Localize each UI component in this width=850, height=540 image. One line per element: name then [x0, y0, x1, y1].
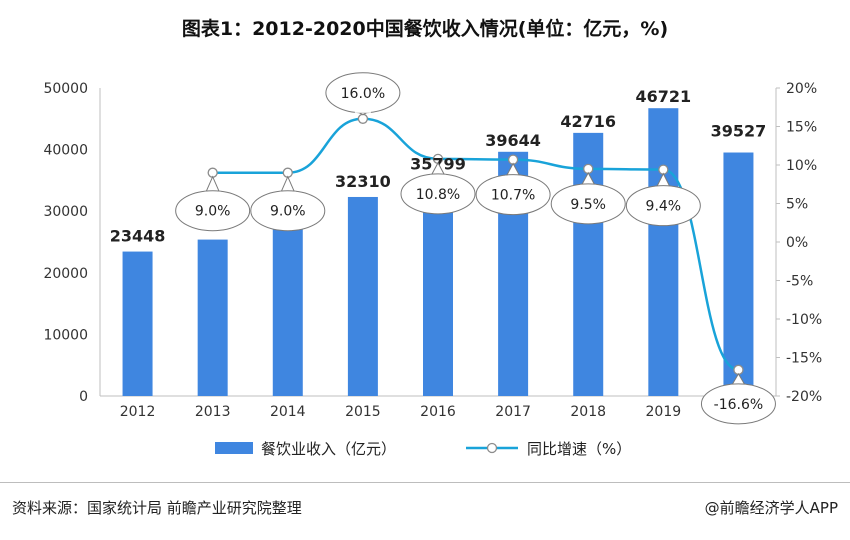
y-left-tick-label: 10000 [43, 327, 88, 343]
legend-bar-swatch [215, 442, 253, 454]
x-tick-label: 2012 [120, 404, 156, 420]
callout-joint [354, 108, 371, 113]
callout-tail [430, 161, 446, 177]
bar-value-label: 32310 [335, 172, 391, 191]
callout-bubble [250, 190, 326, 232]
callout-joint [730, 384, 747, 389]
bar-value-label: 23448 [110, 227, 166, 246]
chart: 0 10000 20000 30000 40000 50000 -20% -15% -10% -5… [43, 72, 822, 458]
growth-value-label: 9.5% [570, 197, 606, 213]
brand-credit: @前瞻经济学人APP [704, 499, 838, 517]
growth-line-path [212, 117, 739, 372]
bar-value-label: 42716 [560, 112, 616, 131]
growth-value-label: -16.6% [714, 397, 764, 413]
y-right-tick-label: -15% [786, 351, 822, 367]
callout-joint [430, 174, 446, 179]
growth-callout: 10.7% [475, 162, 551, 216]
chart-title: 图表1：2012-2020中国餐饮收入情况(单位：亿元，%) [181, 18, 669, 40]
x-tick-label: 2019 [646, 404, 682, 420]
callout-tail [280, 175, 296, 193]
y-right-tick-label: 15% [786, 120, 817, 136]
growth-value-label: 9.0% [270, 204, 306, 220]
axes: 0 10000 20000 30000 40000 50000 -20% -15% -10% -5… [43, 81, 822, 420]
growth-callout: 16.0% [325, 72, 401, 116]
y-right-tick-label: 20% [786, 81, 817, 97]
callout-bubble [400, 173, 476, 215]
callout-bubble [475, 174, 551, 216]
y-left-tick-label: 40000 [43, 143, 88, 159]
growth-value-label: 9.0% [195, 204, 231, 220]
callout-tail [580, 171, 596, 187]
callout-joint [655, 186, 672, 191]
growth-point [357, 113, 369, 124]
growth-callout: 9.0% [250, 175, 326, 232]
revenue-bar [347, 196, 378, 396]
y-right-tick-label: -10% [786, 312, 822, 328]
y-right-tick-label: 5% [786, 197, 808, 213]
growth-callout: -16.6% [700, 372, 776, 425]
x-tick-label: 2013 [195, 404, 231, 420]
growth-value-label: 9.4% [646, 199, 682, 215]
callout-bubble [700, 383, 776, 425]
legend-line-label: 同比增速（%） [527, 440, 631, 458]
data-labels: 234483231035799396444271646721395279.0%9… [110, 72, 776, 425]
growth-callout: 9.5% [550, 171, 626, 225]
growth-line [207, 113, 744, 375]
y-left-tick-label: 0 [79, 389, 88, 405]
x-tick-label: 2018 [570, 404, 606, 420]
legend-line-marker [486, 442, 498, 454]
callout-joint [580, 184, 597, 189]
y-right-tick-label: -20% [786, 389, 822, 405]
bars [122, 108, 754, 396]
bar-value-label: 46721 [635, 87, 691, 106]
legend-bar-label: 餐饮业收入（亿元） [261, 440, 396, 458]
y-right-tick-label: 10% [786, 158, 817, 174]
callout-tail [205, 175, 221, 193]
growth-value-label: 10.7% [491, 188, 535, 204]
callout-bubble [550, 183, 626, 225]
y-right-tick-label: 0% [786, 235, 808, 251]
callout-tail [655, 172, 671, 188]
x-tick-label: 2015 [345, 404, 381, 420]
growth-value-label: 10.8% [416, 187, 460, 203]
y-left-tick-label: 30000 [43, 204, 88, 220]
callout-joint [279, 191, 296, 196]
growth-callout: 10.8% [400, 161, 476, 215]
bar-value-label: 39527 [711, 122, 767, 141]
callout-joint [505, 175, 522, 180]
callout-tail [731, 372, 746, 387]
revenue-bar [122, 251, 153, 396]
x-tick-label: 2016 [420, 404, 456, 420]
growth-callout: 9.0% [175, 175, 251, 232]
legend: 餐饮业收入（亿元） 同比增速（%） [215, 440, 631, 458]
y-right-tick-label: -5% [786, 274, 813, 290]
callout-joint [204, 191, 221, 196]
x-tick-label: 2014 [270, 404, 306, 420]
revenue-bar [648, 108, 679, 396]
revenue-bar [272, 224, 303, 396]
revenue-bar [723, 152, 754, 396]
y-left-tick-label: 20000 [43, 266, 88, 282]
growth-callout: 9.4% [625, 172, 701, 227]
growth-value-label: 16.0% [341, 86, 385, 102]
footer-divider [0, 482, 850, 483]
source-note: 资料来源：国家统计局 前瞻产业研究院整理 [12, 499, 302, 517]
callout-bubble [175, 190, 251, 232]
x-tick-label: 2017 [495, 404, 531, 420]
callout-tail [505, 162, 521, 177]
callout-bubble [625, 185, 701, 227]
bar-value-label: 39644 [485, 131, 541, 150]
y-left-tick-label: 50000 [43, 81, 88, 97]
revenue-bar [197, 239, 228, 396]
